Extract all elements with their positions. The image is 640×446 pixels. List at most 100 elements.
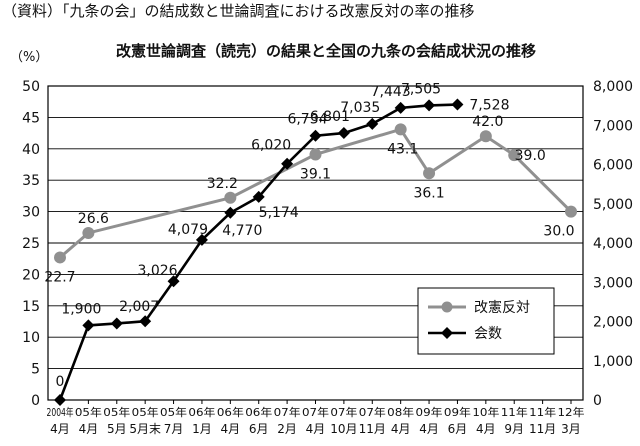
count-data-label: 2,007: [119, 299, 159, 315]
x-tick-label-month: 9月: [504, 422, 524, 436]
left-tick-label: 40: [22, 142, 40, 158]
x-tick-label-month: 3月: [561, 422, 581, 436]
opposition-data-label: 36.1: [413, 185, 444, 201]
count-data-label: 6,801: [310, 109, 350, 125]
x-tick-label-month: 4月: [221, 422, 241, 436]
opposition-data-label: 22.7: [44, 269, 75, 285]
x-tick-label-month: 6月: [249, 422, 269, 436]
x-tick-label-year: 05年: [160, 405, 187, 419]
x-tick-label-year: 06年: [217, 405, 244, 419]
right-tick-label: 6,000: [593, 158, 633, 174]
opposition-point: [394, 123, 407, 136]
x-tick-label-month: 4月: [476, 422, 496, 436]
count-point: [423, 99, 436, 112]
x-tick-label-month: 4月: [306, 422, 326, 436]
count-point: [82, 319, 95, 332]
legend-label: 会数: [474, 326, 502, 342]
right-axis: 0 1,000 2,000 3,000 4,000 5,000 6,000 7,000 8,00…: [593, 79, 633, 409]
chart-title: 改憲世論調査（読売）の結果と全国の九条の会結成状況の推移: [116, 42, 536, 60]
left-axis-unit: （%）: [10, 50, 48, 65]
source-caption: （資料）「九条の会」の結成数と世論調査における改憲反対の率の推移: [2, 2, 475, 20]
opposition-data-label: 32.2: [207, 176, 238, 192]
count-point: [337, 127, 350, 140]
left-tick-label: 20: [22, 267, 40, 283]
count-point: [309, 129, 322, 142]
x-tick-label-year: 12年: [558, 405, 585, 419]
x-tick-label-month: 5月: [107, 422, 127, 436]
x-tick-label-month: 6月: [448, 422, 468, 436]
count-data-label: 7,443: [371, 84, 411, 100]
left-tick-label: 30: [22, 205, 40, 221]
x-tick-label-month: 1月: [192, 422, 212, 436]
opposition-data-label: 39.0: [515, 148, 546, 164]
right-tick-label: 4,000: [593, 236, 633, 252]
opposition-point: [508, 149, 521, 162]
count-point: [451, 98, 464, 111]
opposition-point: [423, 167, 436, 180]
x-tick-label-month: 7月: [164, 422, 184, 436]
x-tick-label-year: 05年: [132, 405, 159, 419]
x-tick-label-month: 2月: [277, 422, 297, 436]
right-tick-label: 2,000: [593, 315, 633, 331]
opposition-data-label: 39.1: [300, 166, 331, 182]
x-tick-label-year: 08年: [387, 405, 414, 419]
legend-box: [417, 287, 555, 355]
x-tick-label-year: 11年: [501, 405, 528, 419]
legend-swatch-marker: [441, 301, 453, 313]
x-tick-label-year: 06年: [188, 405, 215, 419]
right-tick-label: 8,000: [593, 79, 633, 95]
opposition-data-label: 43.1: [387, 141, 418, 157]
opposition-point: [82, 226, 95, 239]
x-tick-label-year: 07年: [274, 405, 301, 419]
opposition-point: [309, 148, 322, 161]
left-tick-label: 45: [22, 110, 40, 126]
count-data-label: 7,528: [469, 98, 509, 114]
left-axis: 0 5 10 15 20 25 30 35 40 45 50: [22, 79, 40, 409]
legend-label: 改憲反対: [474, 299, 530, 316]
right-tick-label: 1,000: [593, 354, 633, 370]
count-point: [394, 101, 407, 114]
count-data-label: 7,035: [340, 100, 380, 116]
legend-swatch-marker: [441, 327, 453, 339]
count-data-label: 6,734: [287, 112, 327, 128]
count-point: [281, 157, 294, 170]
x-tick-label-year: 10年: [472, 405, 499, 419]
opposition-data-label: 26.6: [78, 211, 109, 227]
count-point: [54, 394, 66, 406]
count-data-label: 1,900: [61, 301, 101, 317]
x-tick-label-year: 09年: [416, 405, 443, 419]
opposition-point: [54, 251, 66, 264]
x-tick-label-month: 4月: [50, 422, 70, 436]
opposition-point: [479, 130, 492, 143]
legend: 改憲反対 会数: [417, 287, 555, 355]
right-tick-label: 0: [593, 393, 602, 409]
left-tick-label: 50: [22, 79, 40, 95]
count-point: [366, 117, 379, 130]
x-tick-label-year: 07年: [330, 405, 357, 419]
x-tick-label-year: 07年: [359, 405, 386, 419]
count-data-label: 3,026: [138, 263, 178, 279]
opposition-data-label: 42.0: [472, 114, 503, 130]
left-tick-label: 10: [22, 330, 40, 346]
left-tick-label: 0: [31, 393, 40, 409]
x-tick-label-year: 07年: [302, 405, 329, 419]
count-data-label: 0: [56, 374, 65, 390]
count-point: [252, 190, 265, 203]
count-data-label: 7,505: [401, 81, 441, 97]
left-tick-label: 25: [22, 236, 40, 252]
x-tick-label-month: 4月: [79, 422, 99, 436]
data-labels: 22.7 26.6 32.2 39.1 43.1 36.1 42.0 39.0 30.0 0 1,9…: [44, 81, 574, 390]
right-tick-label: 7,000: [593, 118, 633, 134]
x-tick-label-year: 06年: [245, 405, 272, 419]
count-point: [139, 315, 152, 328]
x-tick-label-year: 2004年: [47, 405, 74, 419]
x-tick-label-month: 11月: [529, 422, 556, 436]
left-tick-label: 15: [22, 299, 40, 315]
count-point: [110, 317, 123, 330]
x-tick-label-month: 5月末: [129, 422, 161, 436]
opposition-point: [565, 205, 577, 218]
left-tick-label: 35: [22, 173, 40, 189]
x-tick-label-year: 11年: [529, 405, 556, 419]
